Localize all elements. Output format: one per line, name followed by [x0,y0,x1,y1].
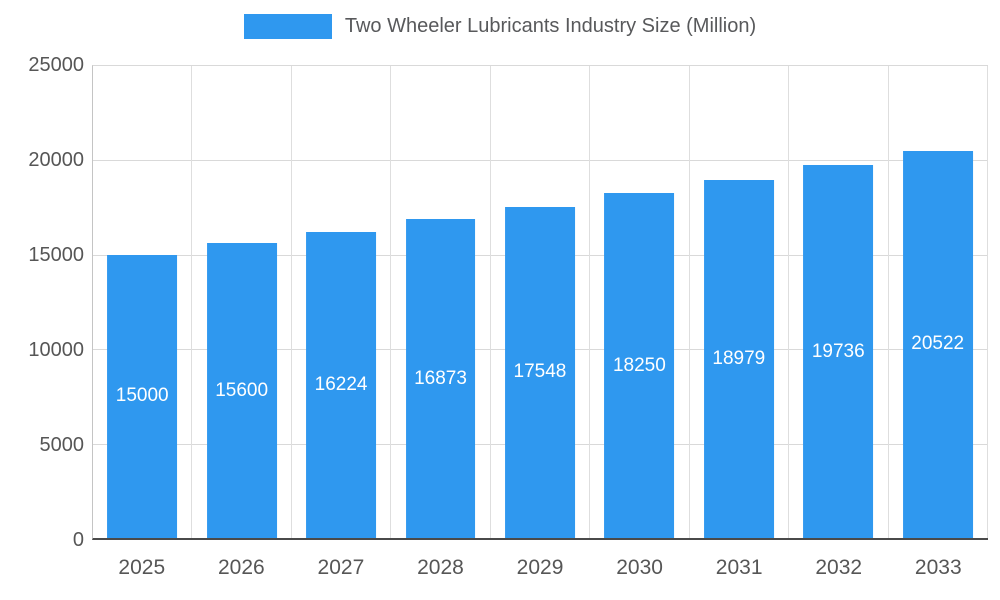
bar-value-label: 19736 [811,340,865,362]
legend-swatch [243,14,332,39]
bar-value-label: 17548 [513,361,567,383]
bar-value-label: 15000 [115,385,169,407]
bars-group: 15000 15600 16224 16873 17548 18250 18979 19736… [93,66,988,538]
x-axis-tick-label: 2032 [815,556,863,579]
y-axis-tick-label: 0 [72,529,84,551]
bar-2025[interactable]: 15000 [107,254,178,538]
bar-value-label: 16873 [414,367,467,389]
y-axis-tick-label: 10000 [28,339,84,361]
legend[interactable]: Two Wheeler Lubricants Industry Size (Mi… [0,14,1000,39]
gridline [93,160,988,162]
bar-slot: 20522 [889,66,988,538]
bar-value-label: 18979 [712,347,766,369]
bar-value-label: 16224 [314,373,368,395]
x-axis-tick-label: 2028 [417,556,464,579]
bar-2033[interactable]: 20522 [902,150,973,538]
x-axis-tick-label: 2027 [317,556,365,579]
y-axis-tick-label: 15000 [28,244,84,266]
bar-2031[interactable]: 18979 [703,179,774,538]
y-axis-tick-label: 25000 [28,54,84,76]
bar-slot: 15600 [192,66,292,538]
bar-2027[interactable]: 16224 [306,231,377,538]
x-axis-tick-label: 2029 [516,556,564,579]
bar-2029[interactable]: 17548 [505,206,575,538]
plot-area: 15000 15600 16224 16873 17548 18250 18979 19736… [92,65,988,540]
bar-slot: 19736 [789,66,889,538]
bar-2026[interactable]: 15600 [206,243,277,538]
bar-2028[interactable]: 16873 [405,219,476,538]
y-axis-tick-label: 5000 [39,434,85,456]
bar-slot: 17548 [491,66,591,538]
bar-value-label: 20522 [911,333,965,355]
bar-slot: 15000 [93,66,193,538]
bar-slot: 18979 [690,66,790,538]
x-axis-tick-label: 2025 [118,556,166,579]
x-axis-tick-label: 2030 [616,556,663,579]
bar-value-label: 18250 [612,354,666,376]
bar-slot: 16873 [391,66,491,538]
bar-value-label: 15600 [215,379,269,401]
x-axis: 2025 2026 2027 2028 2029 2030 2031 2032 2033 [92,556,988,580]
bar-slot: 16224 [292,66,392,538]
y-axis-tick-label: 20000 [28,149,84,171]
x-axis-tick-label: 2033 [914,556,962,579]
bar-2032[interactable]: 19736 [803,165,874,538]
bar-2030[interactable]: 18250 [604,193,675,538]
y-axis: 0 5000 10000 15000 20000 25000 [0,55,85,550]
legend-label: Two Wheeler Lubricants Industry Size (Mi… [344,15,757,37]
x-axis-tick-label: 2031 [715,556,763,579]
bar-slot: 18250 [590,66,690,538]
x-axis-tick-label: 2026 [217,556,265,579]
